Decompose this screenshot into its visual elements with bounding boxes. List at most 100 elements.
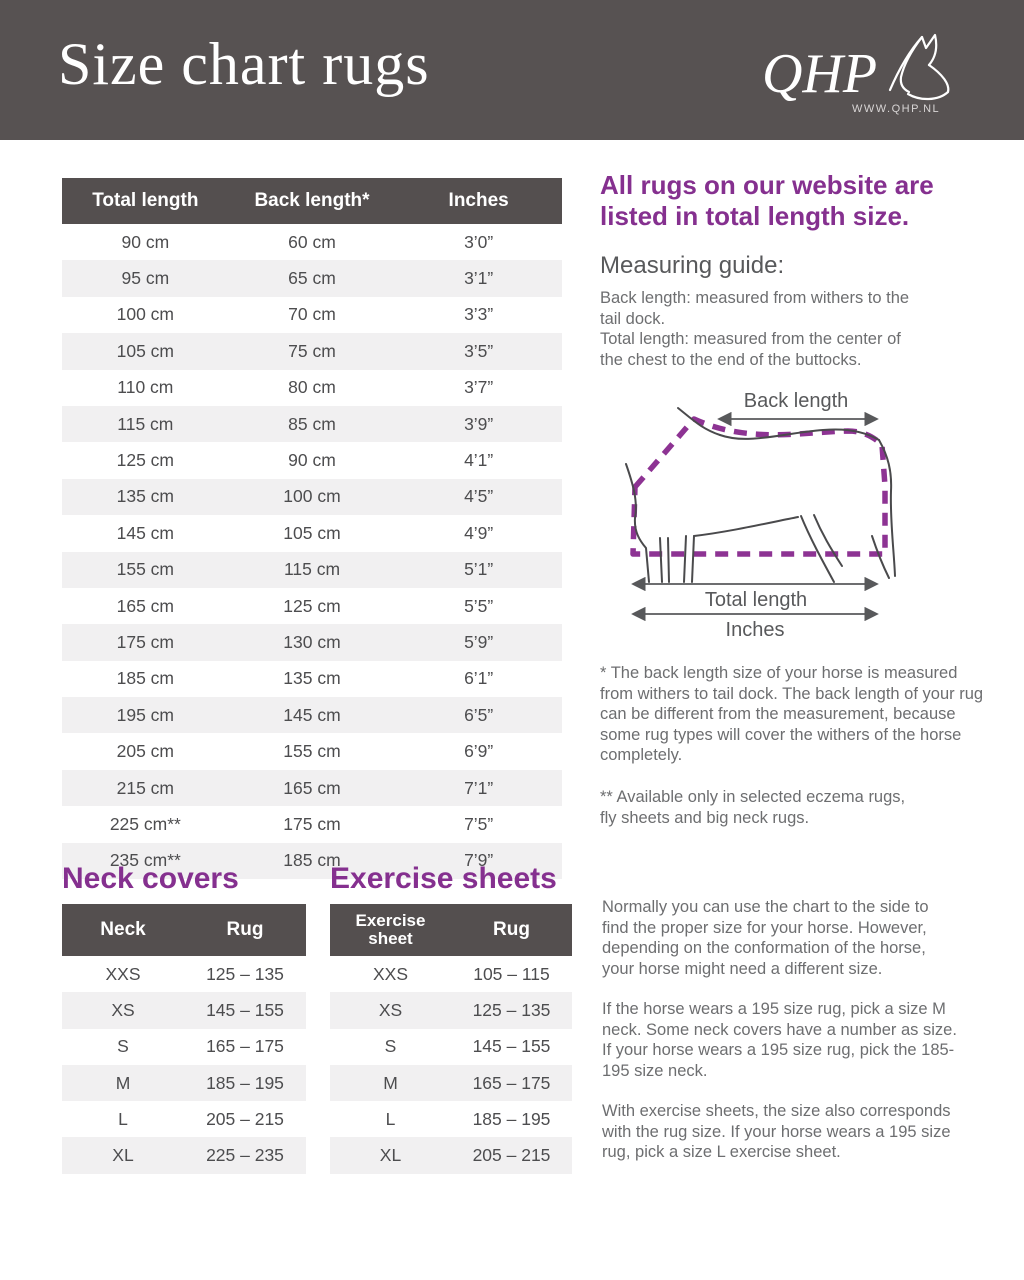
table-cell: 5’5” <box>464 595 494 616</box>
table-cell: 225 – 235 <box>184 1137 306 1174</box>
table-cell: 145 – 155 <box>472 1036 551 1057</box>
table-cell: 135 cm <box>283 668 341 689</box>
sizing-explanation: Normally you can use the chart to the si… <box>602 897 980 1183</box>
horse-measuring-diagram: Back length Total length Inches <box>625 390 896 641</box>
table-header-row: Total length Back length* Inches <box>62 178 562 224</box>
table-cell: XS <box>330 992 451 1029</box>
exercise-sheets-title: Exercise sheets <box>330 862 557 895</box>
table-cell: 195 cm <box>62 697 229 734</box>
table-row: L 185 – 195 <box>330 1101 572 1137</box>
page-title: Size chart rugs <box>58 31 430 97</box>
table-row: 235 cm** 185 cm 7’9” <box>62 842 562 880</box>
explanation-paragraph: Normally you can use the chart to the si… <box>602 898 929 978</box>
table-row: 215 cm 165 cm 7’1” <box>62 769 562 807</box>
table-cell: S <box>117 1036 129 1057</box>
column-header: Exercise sheet <box>330 904 451 956</box>
table-cell: 125 cm <box>283 595 341 616</box>
measuring-guide-text: Back length: measured from withers to th… <box>600 289 910 369</box>
table-cell: 70 cm <box>288 304 336 325</box>
rug-outline-dashed <box>630 416 888 557</box>
table-cell: 4’9” <box>464 522 494 543</box>
table-row: XL 225 – 235 <box>62 1137 306 1174</box>
back-length-label: Back length <box>744 390 849 412</box>
table-cell: 7’1” <box>395 769 562 807</box>
table-cell: M <box>62 1064 184 1102</box>
inches-label: Inches <box>726 619 785 641</box>
table-row: S 145 – 155 <box>330 1029 572 1065</box>
table-row: M 185 – 195 <box>62 1064 306 1102</box>
table-cell: L <box>385 1108 396 1129</box>
table-cell: 3’5” <box>395 333 562 370</box>
table-cell: 100 cm <box>228 478 396 516</box>
table-cell: XXS <box>372 963 409 984</box>
column-header: Rug <box>451 904 572 956</box>
table-cell: 3’1” <box>395 260 562 297</box>
table-cell: 205 cm <box>116 741 175 762</box>
table-cell: 3’9” <box>395 405 562 443</box>
diagram-arrows <box>631 411 879 622</box>
table-row: XXS 125 – 135 <box>62 956 306 992</box>
table-cell: 7’5” <box>464 813 494 834</box>
table-cell: 75 cm <box>228 333 396 370</box>
table-row: L 205 – 215 <box>62 1101 306 1137</box>
table-cell: 3’3” <box>464 304 494 325</box>
table-cell: 185 – 195 <box>472 1108 551 1129</box>
table-cell: 105 cm <box>283 522 341 543</box>
table-row: M 165 – 175 <box>330 1064 572 1102</box>
table-row: XL 205 – 215 <box>330 1137 572 1174</box>
table-cell: 6’5” <box>395 697 562 734</box>
table-cell: 125 cm <box>116 450 175 471</box>
horse-head-icon <box>888 33 950 101</box>
table-row: S 165 – 175 <box>62 1029 306 1065</box>
table-row: 195 cm 145 cm 6’5” <box>62 697 562 734</box>
table-cell: 145 cm <box>116 522 175 543</box>
table-cell: 175 cm <box>283 813 341 834</box>
table-row: XXS 105 – 115 <box>330 956 572 992</box>
table-cell: 115 cm <box>228 551 396 588</box>
table-cell: S <box>384 1036 397 1057</box>
table-cell: XXS <box>105 963 141 984</box>
table-row: 115 cm 85 cm 3’9” <box>62 405 562 443</box>
table-row: 135 cm 100 cm 4’5” <box>62 478 562 516</box>
footnote-availability: ** Available only in selected eczema rug… <box>600 788 906 827</box>
column-header: Back length* <box>228 178 396 224</box>
table-row: 90 cm 60 cm 3’0” <box>62 224 562 260</box>
total-length-label: Total length <box>705 589 807 611</box>
column-header: Inches <box>395 178 562 224</box>
header-band: Size chart rugs QHP WWW.QHP.NL <box>0 0 1024 140</box>
table-cell: 165 – 175 <box>206 1036 284 1057</box>
table-row: 165 cm 125 cm 5’5” <box>62 588 562 624</box>
table-row: 95 cm 65 cm 3’1” <box>62 260 562 297</box>
table-cell: 4’5” <box>395 478 562 516</box>
table-cell: 90 cm <box>121 231 170 252</box>
table-row: XS 125 – 135 <box>330 992 572 1029</box>
qhp-logo: QHP WWW.QHP.NL <box>762 33 950 115</box>
table-cell: 105 – 115 <box>473 963 550 984</box>
table-cell: 90 cm <box>288 450 336 471</box>
table-cell: 65 cm <box>228 260 396 297</box>
table-cell: 95 cm <box>62 260 229 297</box>
table-cell: M <box>330 1064 451 1102</box>
column-header: Rug <box>184 904 306 956</box>
table-cell: 165 cm <box>116 595 175 616</box>
table-cell: 135 cm <box>62 478 229 516</box>
table-row: 155 cm 115 cm 5’1” <box>62 551 562 588</box>
table-cell: 60 cm <box>288 231 336 252</box>
table-row: 110 cm 80 cm 3’7” <box>62 370 562 406</box>
footnote-back-length: * The back length size of your horse is … <box>600 664 984 764</box>
table-cell: 105 cm <box>62 333 229 370</box>
table-cell: 145 cm <box>228 697 396 734</box>
table-cell: 100 cm <box>116 304 175 325</box>
table-cell: 6’9” <box>464 741 494 762</box>
table-header-row: Exercise sheet Rug <box>330 904 572 956</box>
table-cell: 165 cm <box>228 769 396 807</box>
table-cell: 155 cm <box>283 741 341 762</box>
headline: All rugs on our website are listed in to… <box>600 170 934 231</box>
table-cell: L <box>118 1108 128 1129</box>
column-header: Neck <box>62 904 184 956</box>
table-cell: 80 cm <box>288 377 336 398</box>
table-cell: 185 cm <box>116 668 175 689</box>
qhp-url: WWW.QHP.NL <box>852 103 940 115</box>
table-cell: 155 cm <box>62 551 229 588</box>
